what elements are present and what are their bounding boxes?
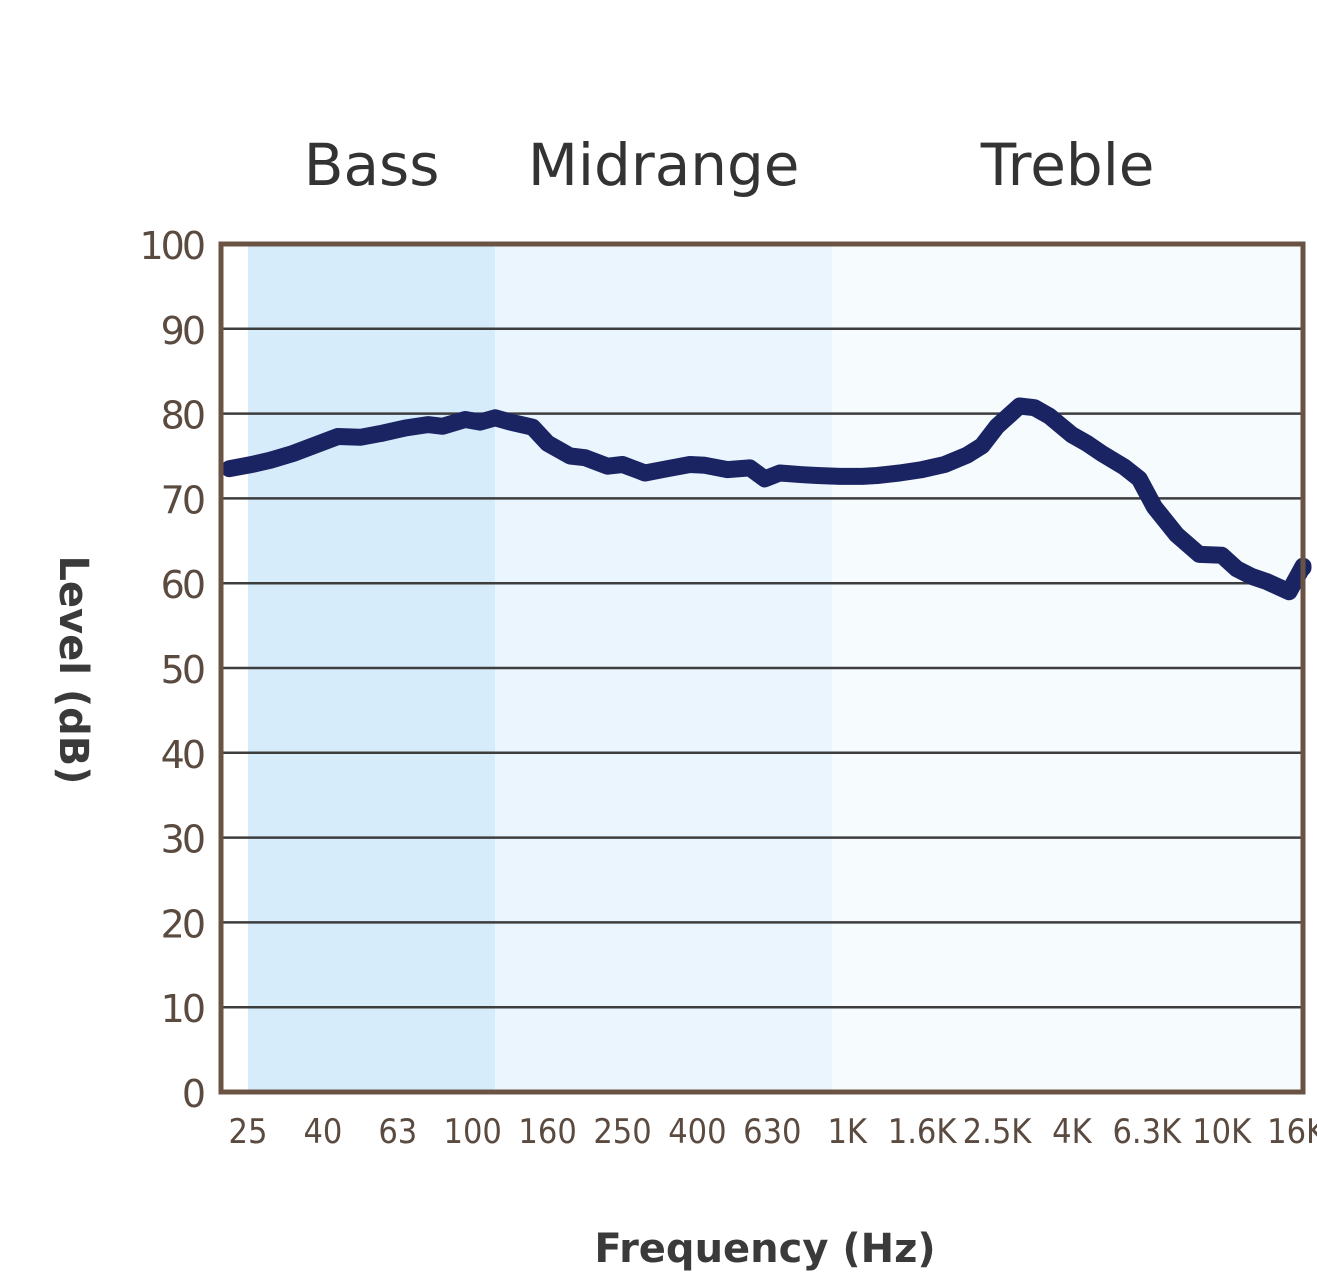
x-tick-label: 25 <box>229 1112 268 1152</box>
x-tick-label: 630 <box>743 1112 801 1152</box>
band-labels: Bass Midrange Treble <box>304 131 1155 199</box>
x-tick-label: 2.5K <box>963 1112 1033 1152</box>
plot-frame <box>218 241 1306 1095</box>
y-tick-label: 40 <box>161 733 204 777</box>
y-tick-label: 30 <box>161 818 204 862</box>
x-tick-labels: 25 40 63 100 160 250 400 630 1K 1.6K 2.5K 4K 6.3K 10K… <box>229 1112 1317 1152</box>
x-tick-label: 250 <box>593 1112 651 1152</box>
y-tick-labels: 0 10 20 30 40 50 60 70 80 90 100 <box>139 224 206 1116</box>
y-tick-label: 90 <box>161 309 204 353</box>
x-tick-label: 4K <box>1052 1112 1092 1152</box>
y-tick-label: 80 <box>161 394 204 438</box>
band-label-midrange: Midrange <box>528 131 800 199</box>
y-axis-title: Level (dB) <box>50 555 96 784</box>
x-tick-label: 400 <box>668 1112 726 1152</box>
y-tick-label: 100 <box>139 224 203 268</box>
plot-border <box>218 241 1306 1095</box>
x-tick-label: 63 <box>378 1112 417 1152</box>
x-tick-label: 6.3K <box>1112 1112 1182 1152</box>
x-tick-label: 1K <box>827 1112 867 1152</box>
x-tick-label: 100 <box>444 1112 502 1152</box>
y-tick-label: 0 <box>182 1072 204 1116</box>
x-tick-label: 16K <box>1267 1112 1317 1152</box>
y-tick-label: 50 <box>161 648 204 692</box>
x-tick-label: 10K <box>1192 1112 1252 1152</box>
x-tick-label: 160 <box>518 1112 576 1152</box>
band-label-treble: Treble <box>980 131 1155 199</box>
x-tick-label: 1.6K <box>888 1112 958 1152</box>
series-layer <box>220 397 1312 601</box>
y-tick-label: 70 <box>161 478 204 522</box>
y-tick-label: 20 <box>161 902 204 946</box>
band-label-bass: Bass <box>304 131 440 199</box>
x-tick-label: 40 <box>303 1112 342 1152</box>
response-curve <box>220 397 1312 601</box>
y-tick-label: 10 <box>161 987 204 1031</box>
y-tick-label: 60 <box>161 563 204 607</box>
gridlines <box>221 327 1303 1009</box>
x-axis-title: Frequency (Hz) <box>594 1226 935 1272</box>
